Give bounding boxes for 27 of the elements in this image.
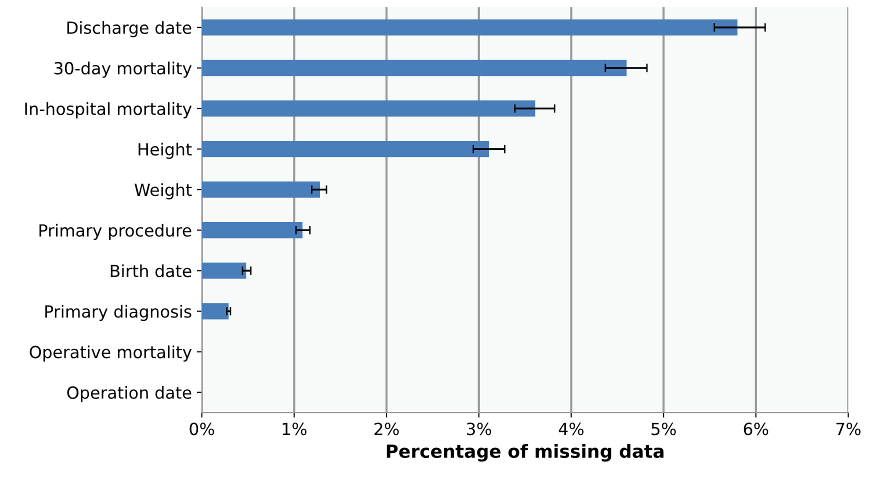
y-tick-label: Operative mortality xyxy=(30,345,192,362)
y-tick-label: Primary procedure xyxy=(40,224,192,240)
bar xyxy=(202,140,490,158)
x-tick-label: 1% xyxy=(282,422,306,436)
x-tick-label: 5% xyxy=(652,422,676,436)
x-tick-label: 2% xyxy=(374,422,399,436)
y-tick-label: Primary diagnosis xyxy=(45,304,192,322)
x-tick-label: 0% xyxy=(190,422,214,436)
bar xyxy=(202,60,627,76)
y-tick-label: Operation date xyxy=(67,386,192,402)
x-tick-label: 7% xyxy=(836,422,861,436)
bar xyxy=(202,222,302,238)
x-axis-title: Percentage of missing data xyxy=(386,444,664,462)
y-tick-label: Discharge date xyxy=(67,21,192,38)
x-tick-label: 4% xyxy=(558,422,584,436)
y-tick-label: Weight xyxy=(134,183,192,200)
bar xyxy=(202,303,229,320)
bar xyxy=(202,19,738,36)
y-tick-label: 30-day mortality xyxy=(54,62,192,78)
x-tick-label: 3% xyxy=(466,422,492,436)
bar xyxy=(202,262,246,279)
bar xyxy=(202,182,320,198)
y-tick-label: Birth date xyxy=(110,264,192,278)
x-tick-label: 6% xyxy=(744,422,768,436)
y-tick-label: In-hospital mortality xyxy=(25,102,192,118)
y-tick-label: Height xyxy=(138,142,192,159)
bar xyxy=(202,100,536,117)
